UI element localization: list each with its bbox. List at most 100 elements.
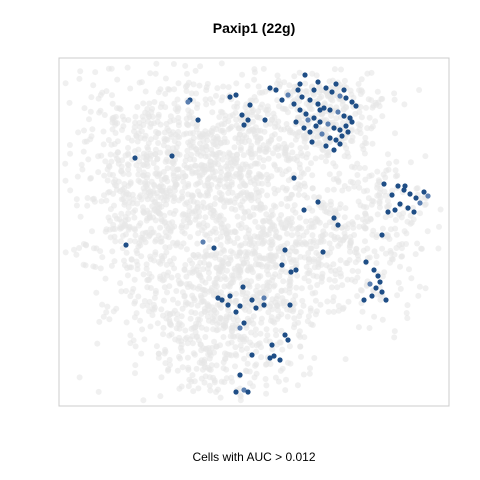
background-cell — [394, 232, 400, 238]
background-cell — [202, 334, 208, 340]
background-cell — [117, 280, 123, 286]
background-cell — [249, 155, 255, 161]
high-auc-cell — [343, 95, 348, 100]
background-cell — [247, 380, 253, 386]
background-cell — [223, 198, 229, 204]
high-auc-cell — [333, 137, 338, 142]
background-cell — [343, 356, 349, 362]
background-cell — [392, 130, 398, 136]
background-cell — [390, 257, 396, 263]
background-cell — [338, 201, 344, 207]
background-cell — [203, 87, 209, 93]
background-cell — [179, 322, 185, 328]
high-auc-cell — [211, 245, 216, 250]
background-cell — [290, 207, 296, 213]
background-cell — [350, 268, 356, 274]
background-cell — [235, 135, 241, 141]
background-cell — [379, 246, 385, 252]
background-cell — [67, 187, 73, 193]
background-cell — [276, 153, 282, 159]
background-cell — [294, 273, 300, 279]
background-cell — [280, 106, 286, 112]
background-cell — [283, 377, 289, 383]
background-cell — [165, 158, 171, 164]
background-cell — [409, 220, 415, 226]
high-auc-cell — [233, 309, 238, 314]
background-cell — [363, 105, 369, 111]
background-cell — [173, 149, 179, 155]
background-cell — [261, 157, 267, 163]
background-cell — [140, 100, 146, 106]
background-cell — [377, 103, 383, 109]
background-cell — [214, 85, 220, 91]
background-cell — [186, 377, 192, 383]
high-auc-cell — [301, 125, 306, 130]
background-cell — [81, 262, 87, 268]
background-cell — [235, 235, 241, 241]
background-cell — [169, 275, 175, 281]
high-auc-cell — [381, 181, 386, 186]
background-cell — [187, 234, 193, 240]
background-cell — [178, 280, 184, 286]
background-cell — [273, 145, 279, 151]
background-cell — [391, 334, 397, 340]
background-cell — [244, 190, 250, 196]
background-cell — [206, 244, 212, 250]
high-auc-cell — [325, 121, 330, 126]
background-cell — [110, 172, 116, 178]
high-auc-cell — [233, 389, 238, 394]
background-cell — [393, 245, 399, 251]
background-cell — [286, 82, 292, 88]
background-cell — [79, 167, 85, 173]
background-cell — [121, 258, 127, 264]
background-cell — [184, 121, 190, 127]
high-auc-cell — [315, 199, 320, 204]
background-cell — [306, 313, 312, 319]
background-cell — [171, 256, 177, 262]
background-cell — [355, 214, 361, 220]
background-cell — [263, 382, 269, 388]
high-auc-cell — [343, 123, 348, 128]
background-cell — [250, 321, 256, 327]
background-cell — [214, 344, 220, 350]
background-cell — [251, 313, 257, 319]
background-cell — [245, 316, 251, 322]
background-cell — [249, 342, 255, 348]
background-cell — [134, 310, 140, 316]
background-cell — [230, 279, 236, 285]
background-cell — [295, 231, 301, 237]
background-cell — [214, 283, 220, 289]
background-cell — [127, 86, 133, 92]
background-cell — [278, 368, 284, 374]
high-auc-cell — [333, 81, 338, 86]
background-cell — [262, 256, 268, 262]
background-cell — [240, 198, 246, 204]
background-cell — [74, 196, 80, 202]
background-cell — [227, 255, 233, 261]
high-auc-cell — [331, 147, 336, 152]
background-cell — [205, 204, 211, 210]
background-cell — [211, 307, 217, 313]
background-cell — [368, 97, 374, 103]
background-cell — [109, 66, 115, 72]
background-cell — [195, 385, 201, 391]
background-cell — [110, 120, 116, 126]
background-cell — [209, 129, 215, 135]
background-cell — [154, 165, 160, 171]
background-cell — [308, 308, 314, 314]
background-cell — [148, 324, 154, 330]
high-auc-cell — [379, 232, 384, 237]
background-cell — [419, 246, 425, 252]
background-cell — [268, 361, 274, 367]
background-cell — [306, 270, 312, 276]
background-cell — [328, 268, 334, 274]
background-cell — [124, 319, 130, 325]
background-cell — [332, 66, 338, 72]
background-cell — [157, 393, 163, 399]
background-cell — [273, 332, 279, 338]
background-cell — [272, 131, 278, 137]
background-cell — [138, 351, 144, 357]
background-cell — [190, 252, 196, 258]
high-auc-cell — [239, 112, 244, 117]
background-cell — [357, 126, 363, 132]
